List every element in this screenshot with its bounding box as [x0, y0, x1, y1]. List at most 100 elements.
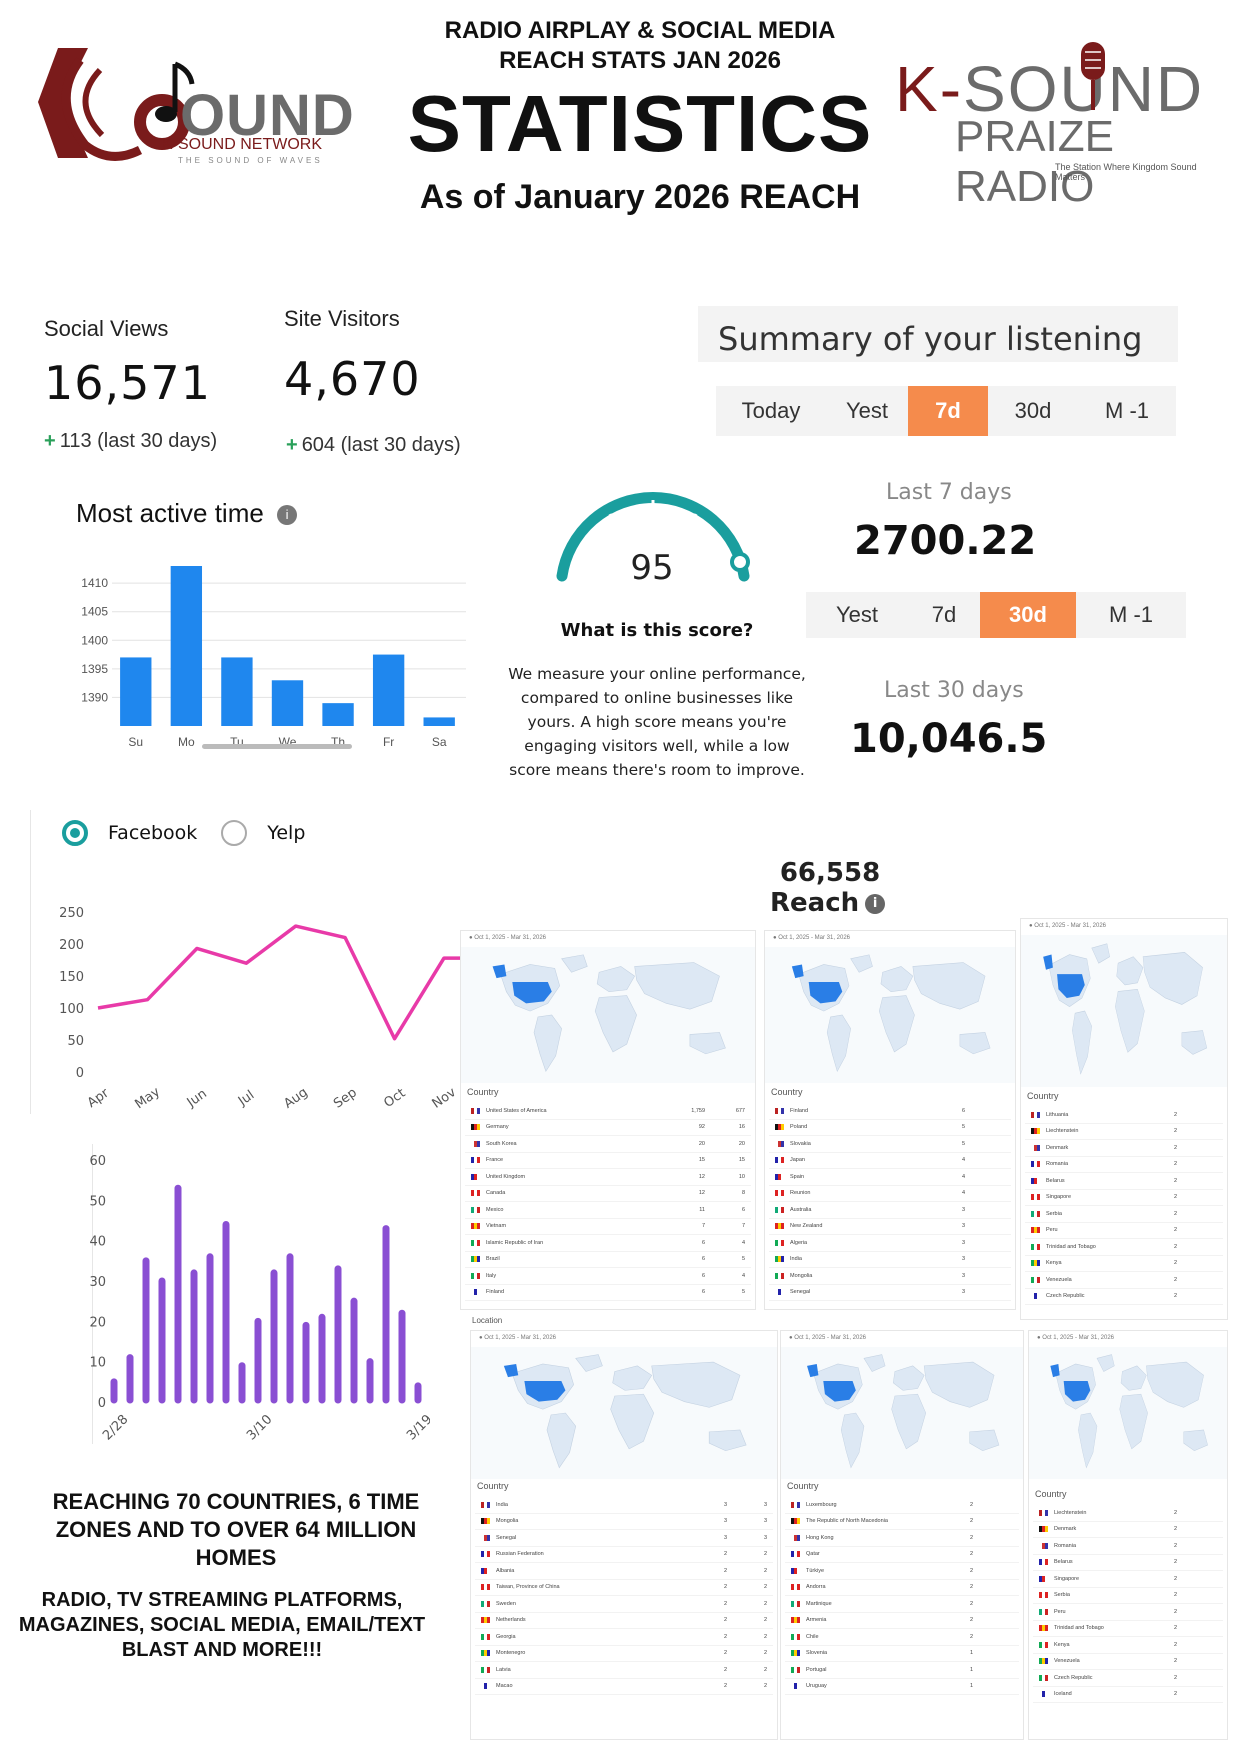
bar-we[interactable]: [271, 680, 304, 726]
table-row[interactable]: Singapore 2: [1033, 1571, 1223, 1588]
table-row[interactable]: Sweden 2 2: [475, 1596, 773, 1613]
table-row[interactable]: Vietnam 7 7: [465, 1219, 751, 1235]
date-range-chip[interactable]: ● Oct 1, 2025 - Mar 31, 2026: [469, 935, 546, 941]
table-row[interactable]: Serbia 2: [1033, 1588, 1223, 1604]
table-row[interactable]: Portugal 1: [785, 1662, 1019, 1679]
date-range-chip[interactable]: ● Oct 1, 2025 - Mar 31, 2026: [1037, 1335, 1114, 1341]
table-row[interactable]: Serbia 2: [1025, 1206, 1223, 1223]
table-row[interactable]: Kenya 2: [1025, 1256, 1223, 1272]
table-row[interactable]: Montenegro 2 2: [475, 1646, 773, 1662]
table-row[interactable]: Singapore 2: [1025, 1190, 1223, 1206]
table-row[interactable]: Peru 2: [1025, 1223, 1223, 1239]
period-tab-m-1[interactable]: M -1: [1109, 602, 1153, 627]
table-row[interactable]: Martinique 2: [785, 1596, 1019, 1613]
table-row[interactable]: Japan 4: [769, 1153, 1011, 1169]
table-row[interactable]: Trinidad and Tobago 2: [1033, 1621, 1223, 1637]
table-row[interactable]: Netherlands 2 2: [475, 1613, 773, 1629]
world-map-container[interactable]: [1021, 935, 1227, 1087]
table-row[interactable]: Venezuela 2: [1025, 1272, 1223, 1289]
table-row[interactable]: United Kingdom 12 10: [465, 1169, 751, 1186]
table-row[interactable]: Reunion 4: [769, 1186, 1011, 1202]
table-row[interactable]: Senegal 3 3: [475, 1530, 773, 1547]
table-row[interactable]: Latvia 2 2: [475, 1662, 773, 1679]
table-row[interactable]: South Korea 20 20: [465, 1136, 751, 1153]
table-row[interactable]: Mongolia 3 3: [475, 1514, 773, 1530]
table-row[interactable]: Senegal 3: [769, 1285, 1011, 1301]
table-row[interactable]: New Zealand 3: [769, 1219, 1011, 1235]
table-row[interactable]: Kenya 2: [1033, 1637, 1223, 1654]
world-map-container[interactable]: [781, 1347, 1023, 1479]
table-row[interactable]: Poland 5: [769, 1120, 1011, 1136]
table-row[interactable]: Germany 92 16: [465, 1120, 751, 1136]
table-row[interactable]: Finland 6: [769, 1103, 1011, 1120]
bar-sa[interactable]: [423, 717, 455, 726]
bar-tu[interactable]: [221, 657, 253, 726]
table-row[interactable]: Mongolia 3: [769, 1268, 1011, 1285]
table-row[interactable]: Slovenia 1: [785, 1646, 1019, 1662]
bar-fr[interactable]: [372, 654, 405, 726]
table-row[interactable]: Taiwan, Province of China 2 2: [475, 1580, 773, 1596]
table-row[interactable]: Czech Republic 2: [1033, 1670, 1223, 1687]
table-row[interactable]: Türkiye 2: [785, 1563, 1019, 1580]
world-map-container[interactable]: [461, 947, 755, 1083]
table-row[interactable]: Andorra 2: [785, 1580, 1019, 1596]
table-row[interactable]: Belarus 2: [1025, 1173, 1223, 1190]
date-range-chip[interactable]: ● Oct 1, 2025 - Mar 31, 2026: [789, 1335, 866, 1341]
table-row[interactable]: Denmark 2: [1025, 1140, 1223, 1157]
table-row[interactable]: Czech Republic 2: [1025, 1289, 1223, 1305]
yelp-radio[interactable]: [221, 820, 248, 846]
table-row[interactable]: France 15 15: [465, 1153, 751, 1169]
table-row[interactable]: India 3: [769, 1252, 1011, 1268]
table-row[interactable]: Belarus 2: [1033, 1555, 1223, 1571]
table-row[interactable]: Georgia 2 2: [475, 1629, 773, 1646]
table-row[interactable]: Finland 6 5: [465, 1285, 751, 1301]
period-tab-yest[interactable]: Yest: [845, 398, 888, 423]
table-row[interactable]: India 3 3: [475, 1497, 773, 1514]
table-row[interactable]: The Republic of North Macedonia 2: [785, 1514, 1019, 1530]
world-map-container[interactable]: [1029, 1347, 1227, 1479]
table-row[interactable]: Venezuela 2: [1033, 1654, 1223, 1670]
date-range-chip[interactable]: ● Oct 1, 2025 - Mar 31, 2026: [1029, 923, 1106, 929]
period-tab-7d[interactable]: 7d: [908, 386, 988, 436]
world-map-container[interactable]: [471, 1347, 777, 1479]
info-icon[interactable]: i: [865, 893, 886, 914]
table-row[interactable]: Russian Federation 2 2: [475, 1547, 773, 1563]
table-row[interactable]: Romania 2: [1033, 1538, 1223, 1555]
table-row[interactable]: Romania 2: [1025, 1157, 1223, 1173]
table-row[interactable]: Islamic Republic of Iran 6 4: [465, 1235, 751, 1252]
table-row[interactable]: Trinidad and Tobago 2: [1025, 1239, 1223, 1256]
period-tab-m-1[interactable]: M -1: [1105, 398, 1149, 423]
chart-scrollbar[interactable]: [202, 744, 352, 749]
table-row[interactable]: Spain 4: [769, 1169, 1011, 1186]
table-row[interactable]: Canada 12 8: [465, 1186, 751, 1202]
table-row[interactable]: Qatar 2: [785, 1547, 1019, 1563]
table-row[interactable]: Liechtenstein 2: [1025, 1124, 1223, 1140]
table-row[interactable]: Armenia 2: [785, 1613, 1019, 1629]
table-row[interactable]: Mexico 11 6: [465, 1202, 751, 1219]
period-tab-30d[interactable]: 30d: [980, 592, 1076, 638]
table-row[interactable]: Uruguay 1: [785, 1679, 1019, 1695]
info-icon[interactable]: i: [277, 505, 298, 526]
bar-th[interactable]: [322, 703, 354, 726]
period-tab-today[interactable]: Today: [741, 398, 801, 423]
table-row[interactable]: Hong Kong 2: [785, 1530, 1019, 1547]
table-row[interactable]: Brazil 6 5: [465, 1252, 751, 1268]
bar-su[interactable]: [120, 657, 152, 726]
table-row[interactable]: Iceland 2: [1033, 1687, 1223, 1703]
date-range-chip[interactable]: ● Oct 1, 2025 - Mar 31, 2026: [773, 935, 850, 941]
table-row[interactable]: Denmark 2: [1033, 1522, 1223, 1538]
period-tab-yest[interactable]: Yest: [835, 602, 878, 627]
table-row[interactable]: Luxembourg 2: [785, 1497, 1019, 1514]
world-map-container[interactable]: [765, 947, 1015, 1083]
period-tab-7d[interactable]: 7d: [931, 602, 957, 627]
table-row[interactable]: Algeria 3: [769, 1235, 1011, 1252]
period-tab-30d[interactable]: 30d: [1014, 398, 1052, 423]
table-row[interactable]: Liechtenstein 2: [1033, 1505, 1223, 1522]
table-row[interactable]: United States of America 1,759 677: [465, 1103, 751, 1120]
facebook-radio[interactable]: [62, 820, 88, 846]
table-row[interactable]: Australia 3: [769, 1202, 1011, 1219]
table-row[interactable]: Slovakia 5: [769, 1136, 1011, 1153]
table-row[interactable]: Lithuania 2: [1025, 1107, 1223, 1124]
table-row[interactable]: Albania 2 2: [475, 1563, 773, 1580]
table-row[interactable]: Macao 2 2: [475, 1679, 773, 1695]
